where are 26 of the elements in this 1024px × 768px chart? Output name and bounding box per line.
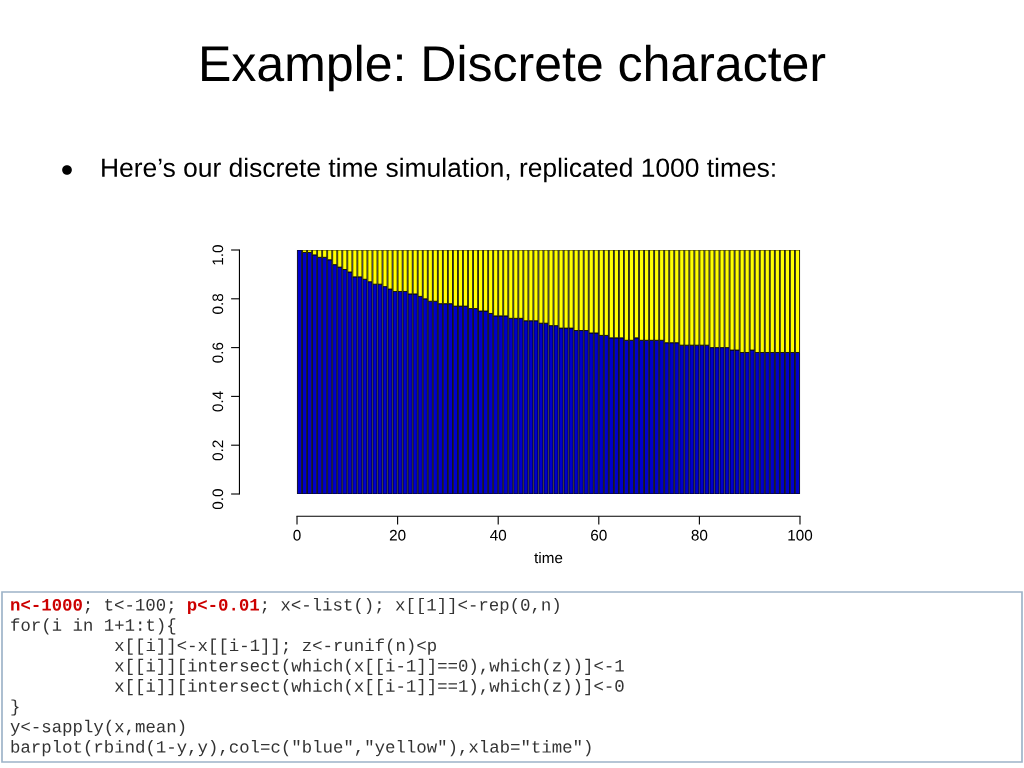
text: ; x<-list(); x[[1]]<-rep(0,n)	[262, 597, 559, 615]
x-tick-label: 20	[389, 529, 406, 541]
text: ; t<-100;	[85, 598, 173, 614]
x-tick-label: 60	[591, 529, 607, 541]
text: x[[i]][intersect(which(x[[i-1]]==1),which(z))]<-0	[114, 679, 624, 696]
text: for(i in 1+1:t){	[11, 618, 176, 635]
y-tick-label: 0.2	[212, 440, 224, 461]
y-tick-label: 0.6	[212, 342, 224, 363]
y-tick-label: 0.8	[212, 293, 224, 314]
y-tick-label: 0.0	[212, 489, 224, 510]
chart-subtitle: Here’s our discrete time simulation, replicated 1000 times:	[102, 157, 775, 183]
y-tick-label: 1.0	[212, 245, 224, 265]
x-axis-title: time	[534, 551, 563, 564]
text: x[[i]][intersect(which(x[[i-1]]==0),which(z))]<-1	[114, 658, 624, 675]
text: y<-sapply(x,mean)	[10, 719, 185, 736]
x-tick-label: 80	[691, 529, 708, 541]
text: x[[i]]<-x[[i-1]]; z<-runif(n)<p	[114, 638, 436, 655]
text: n<-1000	[11, 598, 82, 611]
y-tick-label: 0.4	[212, 391, 224, 412]
text: barplot(rbind(1-y,y),col=c("blue","yellow"),xlab="time")	[11, 740, 591, 757]
x-tick-label: 100	[788, 529, 813, 541]
chart-title: Example: Discrete character	[202, 44, 826, 92]
x-tick-label: 0	[293, 529, 301, 541]
text: p<-0.01	[187, 598, 259, 615]
x-tick-label: 40	[490, 529, 507, 541]
text: }	[11, 699, 19, 716]
